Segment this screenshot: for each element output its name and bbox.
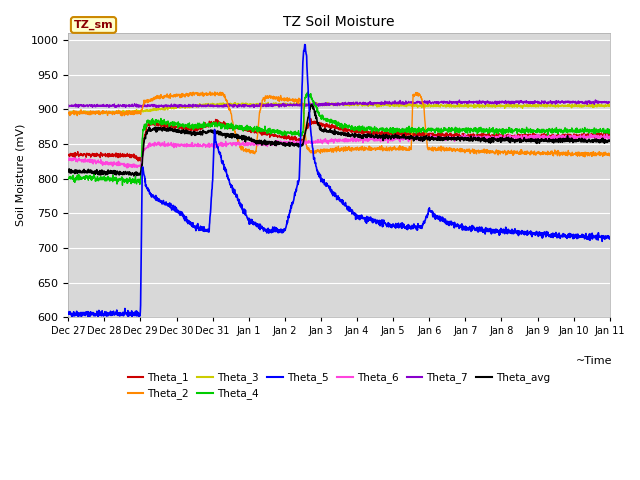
Title: TZ Soil Moisture: TZ Soil Moisture bbox=[284, 15, 395, 29]
Legend: Theta_1, Theta_2, Theta_3, Theta_4, Theta_5, Theta_6, Theta_7, Theta_avg: Theta_1, Theta_2, Theta_3, Theta_4, Thet… bbox=[124, 368, 554, 403]
Text: TZ_sm: TZ_sm bbox=[74, 20, 113, 30]
Y-axis label: Soil Moisture (mV): Soil Moisture (mV) bbox=[15, 124, 25, 226]
Text: ~Time: ~Time bbox=[576, 356, 612, 366]
